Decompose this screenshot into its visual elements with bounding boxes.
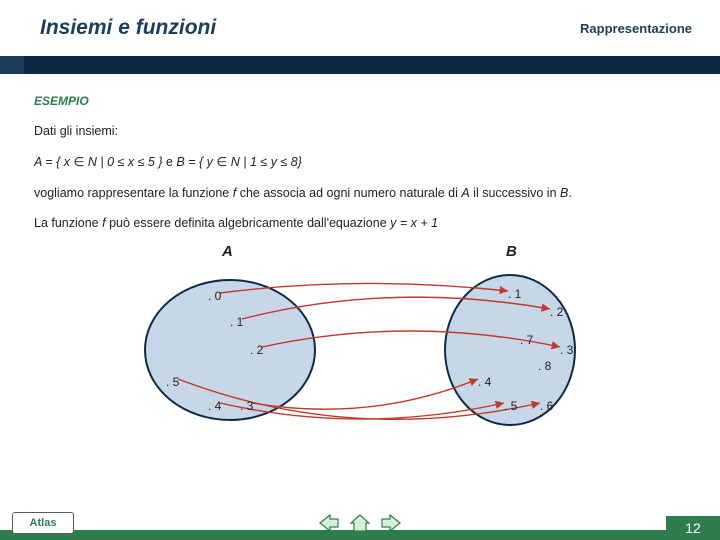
home-icon [348, 513, 372, 533]
content-area: ESEMPIO Dati gli insiemi: A = { x ∈ N | … [0, 74, 720, 435]
point-b: . 5 [504, 397, 517, 415]
home-button[interactable] [347, 512, 373, 534]
page-subtitle: Rappresentazione [580, 21, 692, 36]
nav-buttons [315, 512, 405, 534]
point-b: . 1 [508, 285, 521, 303]
element-of-icon: ∈ [74, 155, 85, 169]
t4c: può essere definita algebricamente dall'… [106, 216, 391, 230]
point-b: . 8 [538, 357, 551, 375]
point-a: . 1 [230, 313, 243, 331]
text-line-1: Dati gli insiemi: [34, 122, 686, 141]
diagram-svg [110, 245, 610, 435]
arrow-right-icon [380, 513, 404, 533]
setB-post: N | 1 ≤ y ≤ 8} [227, 155, 302, 169]
text-line-4: La funzione f può essere definita algebr… [34, 214, 686, 233]
footer: Atlas 12 [0, 508, 720, 540]
t3a: vogliamo rappresentare la funzione [34, 186, 233, 200]
element-of-icon: ∈ [216, 155, 227, 169]
setA-pre: A = { x [34, 155, 74, 169]
point-a: . 3 [240, 397, 253, 415]
function-diagram: A B . 0. 1. 2. 3. 4. 5. 1. 2. 3. 4. 5. 6… [110, 245, 610, 435]
point-a: . 0 [208, 287, 221, 305]
t4d: y = x + 1 [390, 216, 438, 230]
setA-post: N | 0 ≤ x ≤ 5 } [84, 155, 162, 169]
point-a: . 4 [208, 397, 221, 415]
next-button[interactable] [379, 512, 405, 534]
logo: Atlas [12, 512, 74, 534]
point-a: . 5 [166, 373, 179, 391]
point-b: . 6 [540, 397, 553, 415]
point-b: . 2 [550, 303, 563, 321]
header-divider [0, 56, 720, 74]
setB-pre: B = { y [176, 155, 216, 169]
header: Insiemi e funzioni Rappresentazione [0, 0, 720, 56]
example-label: ESEMPIO [34, 92, 686, 110]
point-b: . 4 [478, 373, 491, 391]
point-b: . 7 [520, 331, 533, 349]
point-b: . 3 [560, 341, 573, 359]
point-a: . 2 [250, 341, 263, 359]
t3d: A [461, 186, 469, 200]
text-line-3: vogliamo rappresentare la funzione f che… [34, 184, 686, 203]
t3g: . [568, 186, 571, 200]
prev-button[interactable] [315, 512, 341, 534]
t4a: La funzione [34, 216, 102, 230]
conjunction: e [163, 155, 177, 169]
arrow-left-icon [316, 513, 340, 533]
t3e: il successivo in [470, 186, 560, 200]
set-definitions: A = { x ∈ N | 0 ≤ x ≤ 5 } e B = { y ∈ N … [34, 153, 686, 172]
page-title: Insiemi e funzioni [40, 16, 216, 40]
t3c: che associa ad ogni numero naturale di [236, 186, 461, 200]
page-number: 12 [666, 516, 720, 540]
